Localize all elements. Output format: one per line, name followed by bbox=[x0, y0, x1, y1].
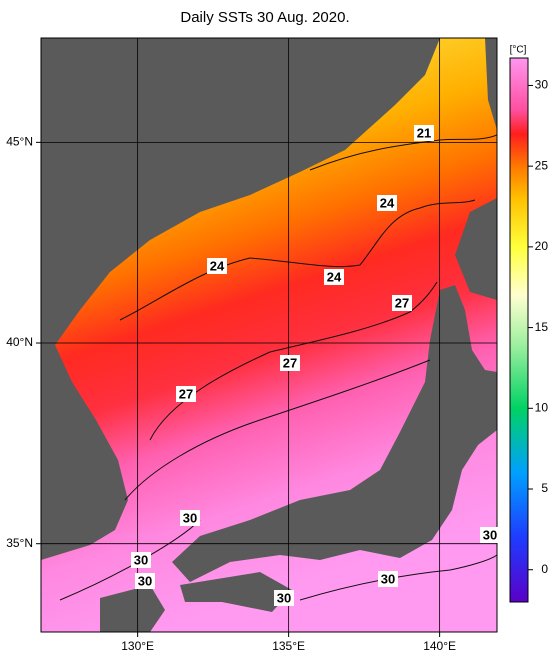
x-tick-label: 135°E bbox=[272, 639, 305, 653]
colorbar-tick-label: 0 bbox=[541, 562, 548, 576]
contour-label-box bbox=[207, 258, 227, 274]
colorbar-tick-label: 20 bbox=[535, 239, 549, 253]
title: Daily SSTs 30 Aug. 2020. bbox=[180, 9, 349, 26]
contour-label: 24 bbox=[210, 258, 225, 273]
contour-label: 24 bbox=[380, 195, 395, 210]
contour-label-box bbox=[176, 386, 196, 402]
contour-label-box bbox=[180, 510, 200, 526]
colorbar-tick-label: 5 bbox=[541, 481, 548, 495]
colorbar-unit: [°C] bbox=[510, 45, 527, 56]
y-tick-label: 40°N bbox=[6, 335, 33, 349]
contour-label-box bbox=[414, 125, 434, 141]
contour-label: 27 bbox=[395, 295, 409, 310]
contour-label-box bbox=[480, 527, 500, 543]
contour-label-box bbox=[392, 295, 412, 311]
contour-label: 27 bbox=[283, 355, 297, 370]
contour-label: 27 bbox=[179, 386, 193, 401]
contour-label-box bbox=[274, 590, 294, 606]
contour-label: 30 bbox=[483, 527, 497, 542]
contour-label: 30 bbox=[381, 571, 395, 586]
contour-label: 24 bbox=[327, 269, 342, 284]
x-tick-label: 140°E bbox=[423, 639, 456, 653]
land bbox=[41, 38, 497, 632]
colorbar-tick-label: 25 bbox=[535, 158, 549, 172]
x-tick-label: 130°E bbox=[121, 639, 154, 653]
contour-label-box bbox=[377, 195, 397, 211]
contour-label: 30 bbox=[134, 552, 148, 567]
y-tick-label: 35°N bbox=[6, 536, 33, 550]
contour-label-box bbox=[280, 355, 300, 371]
contour-label-box bbox=[135, 573, 155, 589]
y-tick-label: 45°N bbox=[6, 135, 33, 149]
colorbar-tick-label: 10 bbox=[535, 400, 549, 414]
map-frame bbox=[40, 37, 498, 633]
contour-label: 30 bbox=[183, 510, 197, 525]
colorbar-tick-label: 30 bbox=[535, 78, 549, 92]
colorbar-tick-label: 15 bbox=[535, 320, 549, 334]
contour-label: 21 bbox=[417, 125, 431, 140]
contour-label-box bbox=[378, 571, 398, 587]
contour-label-box bbox=[324, 269, 344, 285]
contour-label: 30 bbox=[277, 590, 291, 605]
colorbar bbox=[509, 57, 529, 603]
contour-label: 30 bbox=[138, 573, 152, 588]
contour-label-box bbox=[131, 552, 151, 568]
